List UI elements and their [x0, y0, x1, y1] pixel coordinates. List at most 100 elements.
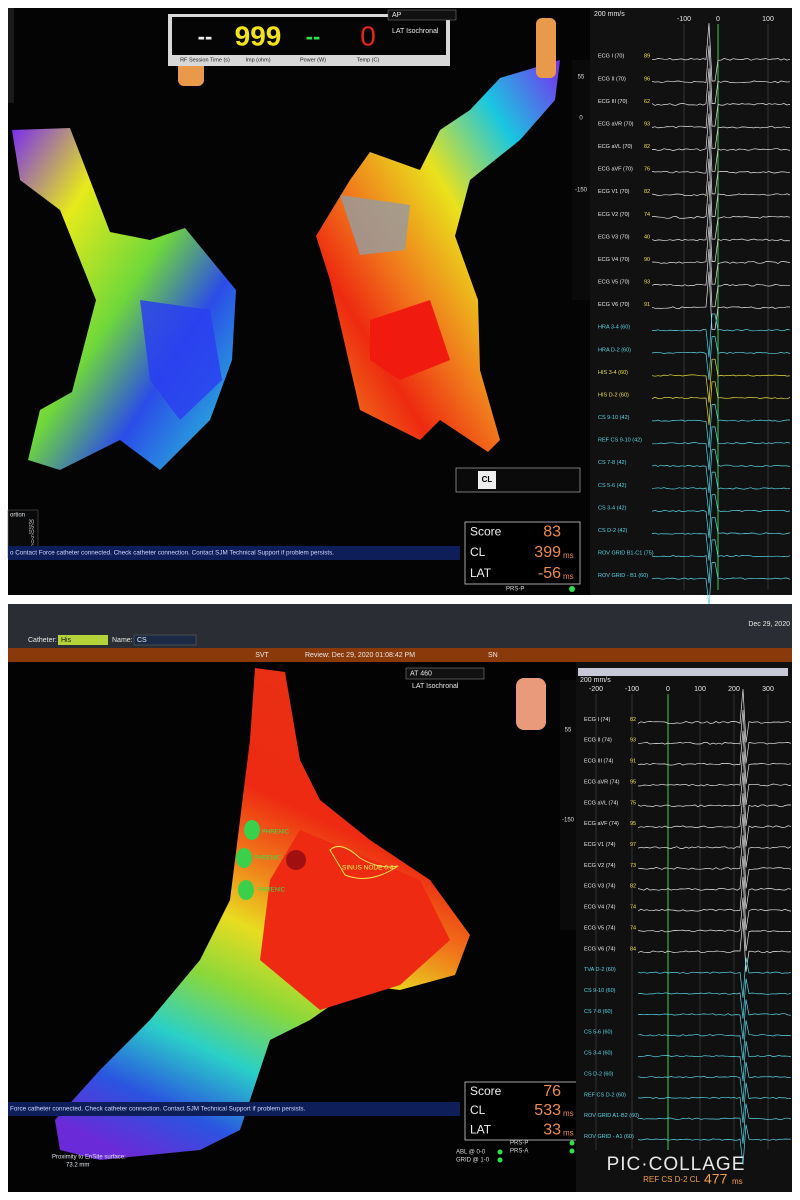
edge	[8, 8, 14, 103]
stat-value: -56	[538, 565, 561, 582]
tool-cl[interactable]	[478, 471, 496, 489]
waveform	[651, 449, 791, 493]
stat-value: 399	[534, 544, 561, 561]
channel-value: 93	[644, 280, 650, 286]
channel-label: ECG V5 (70)	[598, 280, 630, 286]
channel-label: ECG I (74)	[584, 717, 610, 723]
ablation-readouts	[172, 17, 446, 55]
channel-value: 62	[644, 99, 650, 105]
scale-label: -150	[562, 818, 575, 824]
channel-label: ECG V1 (74)	[584, 842, 616, 848]
channel-label: ROV GRID - A1 (60)	[584, 1134, 634, 1140]
time-tick-label: 0	[716, 16, 720, 23]
view-select[interactable]	[387, 9, 457, 21]
proximity-label: Proximity to EnSite surface:	[52, 1155, 126, 1161]
scale-label: 0	[579, 116, 583, 122]
date: Dec 29, 2020	[748, 621, 790, 628]
review-bar	[8, 648, 792, 662]
annotation: PHRENIC	[262, 830, 290, 836]
waveform	[637, 918, 792, 972]
channel-label: ECG aVR (74)	[584, 779, 620, 785]
scale-label: 55	[565, 728, 572, 734]
waveform	[651, 494, 791, 539]
status-dot	[497, 1157, 503, 1163]
waveform	[651, 271, 791, 330]
waveform	[637, 1124, 792, 1165]
waveform	[637, 957, 792, 998]
phrenic-marker	[238, 880, 254, 900]
map-name: AT 460	[410, 670, 432, 677]
channel-value: 97	[630, 842, 636, 848]
message-bar	[8, 546, 460, 560]
channel-label: HIS D-2 (60)	[598, 392, 629, 398]
channel-value: 96	[644, 76, 650, 82]
waveform	[651, 516, 791, 561]
waveform	[651, 90, 791, 150]
waveform	[651, 226, 791, 285]
waveform	[651, 336, 791, 381]
channel-label: CS D-2 (60)	[584, 1071, 614, 1077]
channel-label: ECG aVR (70)	[598, 121, 634, 127]
scale-label: -150	[575, 188, 588, 194]
waveform	[651, 471, 791, 516]
phrenic-marker	[244, 820, 260, 840]
stat-label: LAT	[470, 566, 492, 580]
channel-label: CS 3-4 (60)	[584, 1051, 613, 1057]
stat-unit: ms	[563, 551, 574, 560]
sweep-speed: 200 mm/s	[580, 677, 611, 684]
waveform	[652, 313, 791, 358]
time-tick-label: 200	[728, 686, 740, 693]
stat-label: CL	[470, 1103, 486, 1117]
stat-unit: ms	[563, 1109, 574, 1118]
stat-unit: ms	[563, 572, 574, 581]
waveform	[651, 23, 791, 82]
map-select[interactable]	[405, 667, 485, 680]
time-tick-label: 300	[762, 686, 774, 693]
distortion-value: 0	[31, 539, 34, 545]
channel-label: ECG III (74)	[584, 759, 614, 765]
waveform	[637, 876, 792, 931]
time-tick-label: 100	[762, 16, 774, 23]
channel-label: ECG V6 (70)	[598, 302, 630, 308]
waveform	[652, 426, 791, 471]
annotation: PHRENIC	[254, 856, 282, 862]
channel-label: ECG III (70)	[598, 99, 628, 105]
waveform	[651, 248, 791, 308]
map-early	[370, 300, 450, 380]
name: CS	[137, 637, 147, 644]
study: SVT	[255, 652, 269, 659]
status: GRID @ 1-0	[456, 1158, 490, 1164]
channel-label: REF CS D-2 (60)	[584, 1092, 626, 1098]
waveform	[651, 203, 791, 262]
channel-label: CS 9-10 (42)	[598, 415, 630, 421]
status: PRS-P	[510, 1141, 528, 1147]
catheter-select[interactable]	[58, 635, 108, 645]
message-bar	[8, 1102, 460, 1116]
proximity-value: 73.2 mm	[66, 1163, 89, 1169]
time-tick-label: 100	[694, 686, 706, 693]
timeline-bar	[578, 668, 788, 676]
stat-value: 83	[543, 524, 561, 541]
channel-label: CS 5-6 (60)	[584, 1030, 613, 1036]
imp-label: Imp (ohm)	[245, 57, 270, 63]
channel-label: ROV GRID B1-C1 (75)	[598, 551, 654, 557]
sinus-node-outline	[329, 845, 399, 879]
name-select[interactable]	[133, 634, 197, 646]
stats-box	[464, 521, 581, 585]
stats-box	[464, 1081, 581, 1141]
rf-time-value: --	[198, 24, 213, 49]
imp-value: 999	[235, 20, 282, 51]
channel-label: ECG V6 (74)	[584, 946, 616, 952]
channel-label: CS 5-6 (42)	[598, 483, 627, 489]
channel-value: 82	[630, 884, 636, 890]
channel-label: ROV GRID A1-B2 (60)	[584, 1113, 639, 1119]
waveform	[651, 45, 791, 104]
message: Force catheter connected. Check catheter…	[10, 1106, 306, 1113]
channel-label: ECG V2 (70)	[598, 212, 630, 218]
temp-label: Temp (C)	[357, 57, 380, 63]
waveform	[652, 181, 791, 240]
channel-label: ECG V1 (70)	[598, 189, 630, 195]
power-label: Power (W)	[300, 57, 326, 63]
waveform	[637, 814, 792, 868]
